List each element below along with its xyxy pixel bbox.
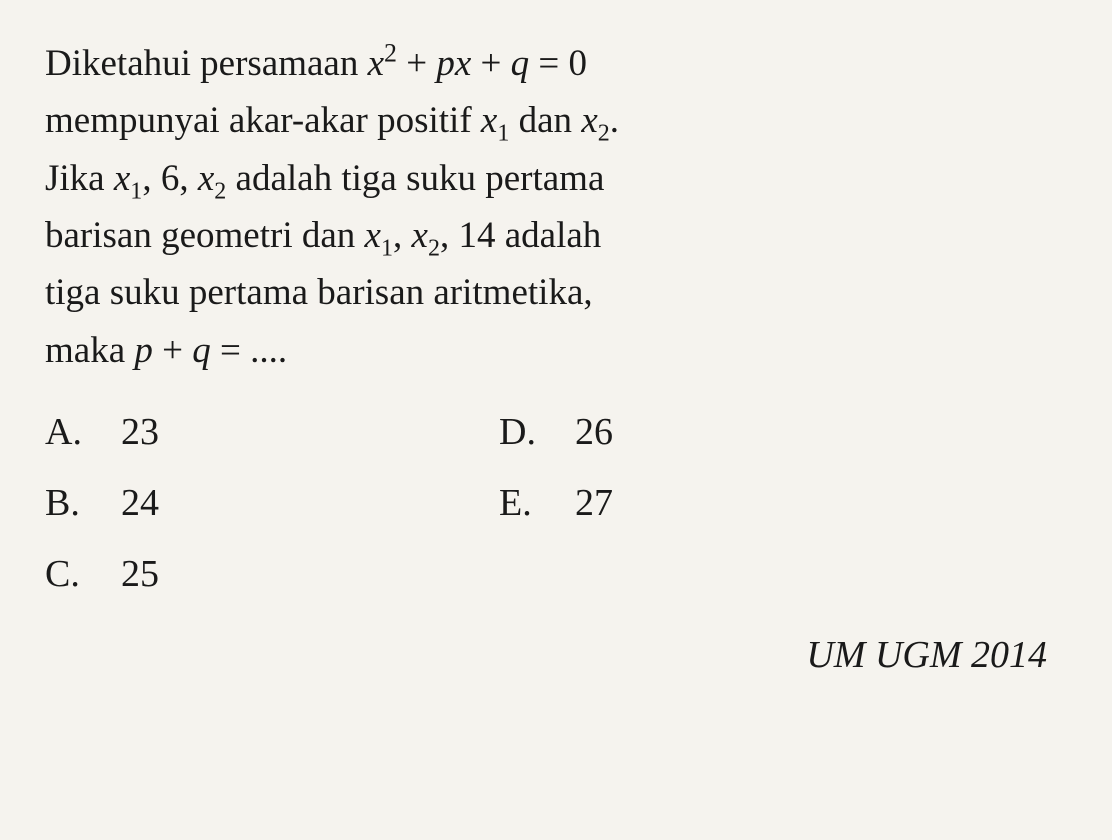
- option-value-a: 23: [121, 404, 159, 461]
- line6-mid: +: [153, 330, 192, 371]
- option-letter-a: A.: [45, 404, 93, 461]
- sub-1: 1: [497, 121, 509, 147]
- line4-end: , 14 adalah: [440, 215, 601, 256]
- line6-end: = ....: [211, 330, 287, 371]
- var-x: x: [368, 43, 384, 84]
- var-x1: x: [365, 215, 381, 256]
- option-b: B. 24: [45, 475, 159, 532]
- option-d: D. 26: [499, 404, 613, 461]
- option-letter-e: E.: [499, 475, 547, 532]
- option-e: E. 27: [499, 475, 613, 532]
- var-q: q: [511, 43, 530, 84]
- var-x1: x: [481, 100, 497, 141]
- options-left-column: A. 23 B. 24 C. 25: [45, 404, 159, 603]
- eq-part: +: [471, 43, 510, 84]
- sub-2: 2: [598, 121, 610, 147]
- line4-pre: barisan geometri dan: [45, 215, 365, 256]
- option-value-c: 25: [121, 546, 159, 603]
- line6-pre: maka: [45, 330, 134, 371]
- line3-end: adalah tiga suku pertama: [226, 158, 604, 199]
- var-q: q: [192, 330, 211, 371]
- var-x2: x: [412, 215, 428, 256]
- source-citation: UM UGM 2014: [45, 633, 1067, 677]
- line3-mid: , 6,: [142, 158, 198, 199]
- var-p: p: [436, 43, 455, 84]
- option-value-e: 27: [575, 475, 613, 532]
- option-letter-b: B.: [45, 475, 93, 532]
- line2-mid: dan: [509, 100, 581, 141]
- var-p: p: [134, 330, 153, 371]
- option-letter-c: C.: [45, 546, 93, 603]
- option-a: A. 23: [45, 404, 159, 461]
- sub-2: 2: [214, 178, 226, 204]
- sub-1: 1: [381, 235, 393, 261]
- line2-end: .: [610, 100, 619, 141]
- var-x: x: [455, 43, 471, 84]
- option-letter-d: D.: [499, 404, 547, 461]
- var-x2: x: [581, 100, 597, 141]
- options-container: A. 23 B. 24 C. 25 D. 26 E. 27: [45, 404, 1067, 603]
- sub-1: 1: [130, 178, 142, 204]
- line2-text: mempunyai akar-akar positif: [45, 100, 481, 141]
- line5-text: tiga suku pertama barisan aritmetika,: [45, 272, 593, 313]
- option-c: C. 25: [45, 546, 159, 603]
- sup-2: 2: [384, 39, 397, 68]
- var-x1: x: [114, 158, 130, 199]
- option-value-b: 24: [121, 475, 159, 532]
- eq-part: = 0: [529, 43, 587, 84]
- eq-part: +: [397, 43, 436, 84]
- options-right-column: D. 26 E. 27: [499, 404, 613, 603]
- line1-text: Diketahui persamaan: [45, 43, 368, 84]
- var-x2: x: [198, 158, 214, 199]
- sub-2: 2: [428, 235, 440, 261]
- line4-mid: ,: [393, 215, 412, 256]
- question-text: Diketahui persamaan x2 + px + q = 0 memp…: [45, 35, 1067, 379]
- option-value-d: 26: [575, 404, 613, 461]
- line3-pre: Jika: [45, 158, 114, 199]
